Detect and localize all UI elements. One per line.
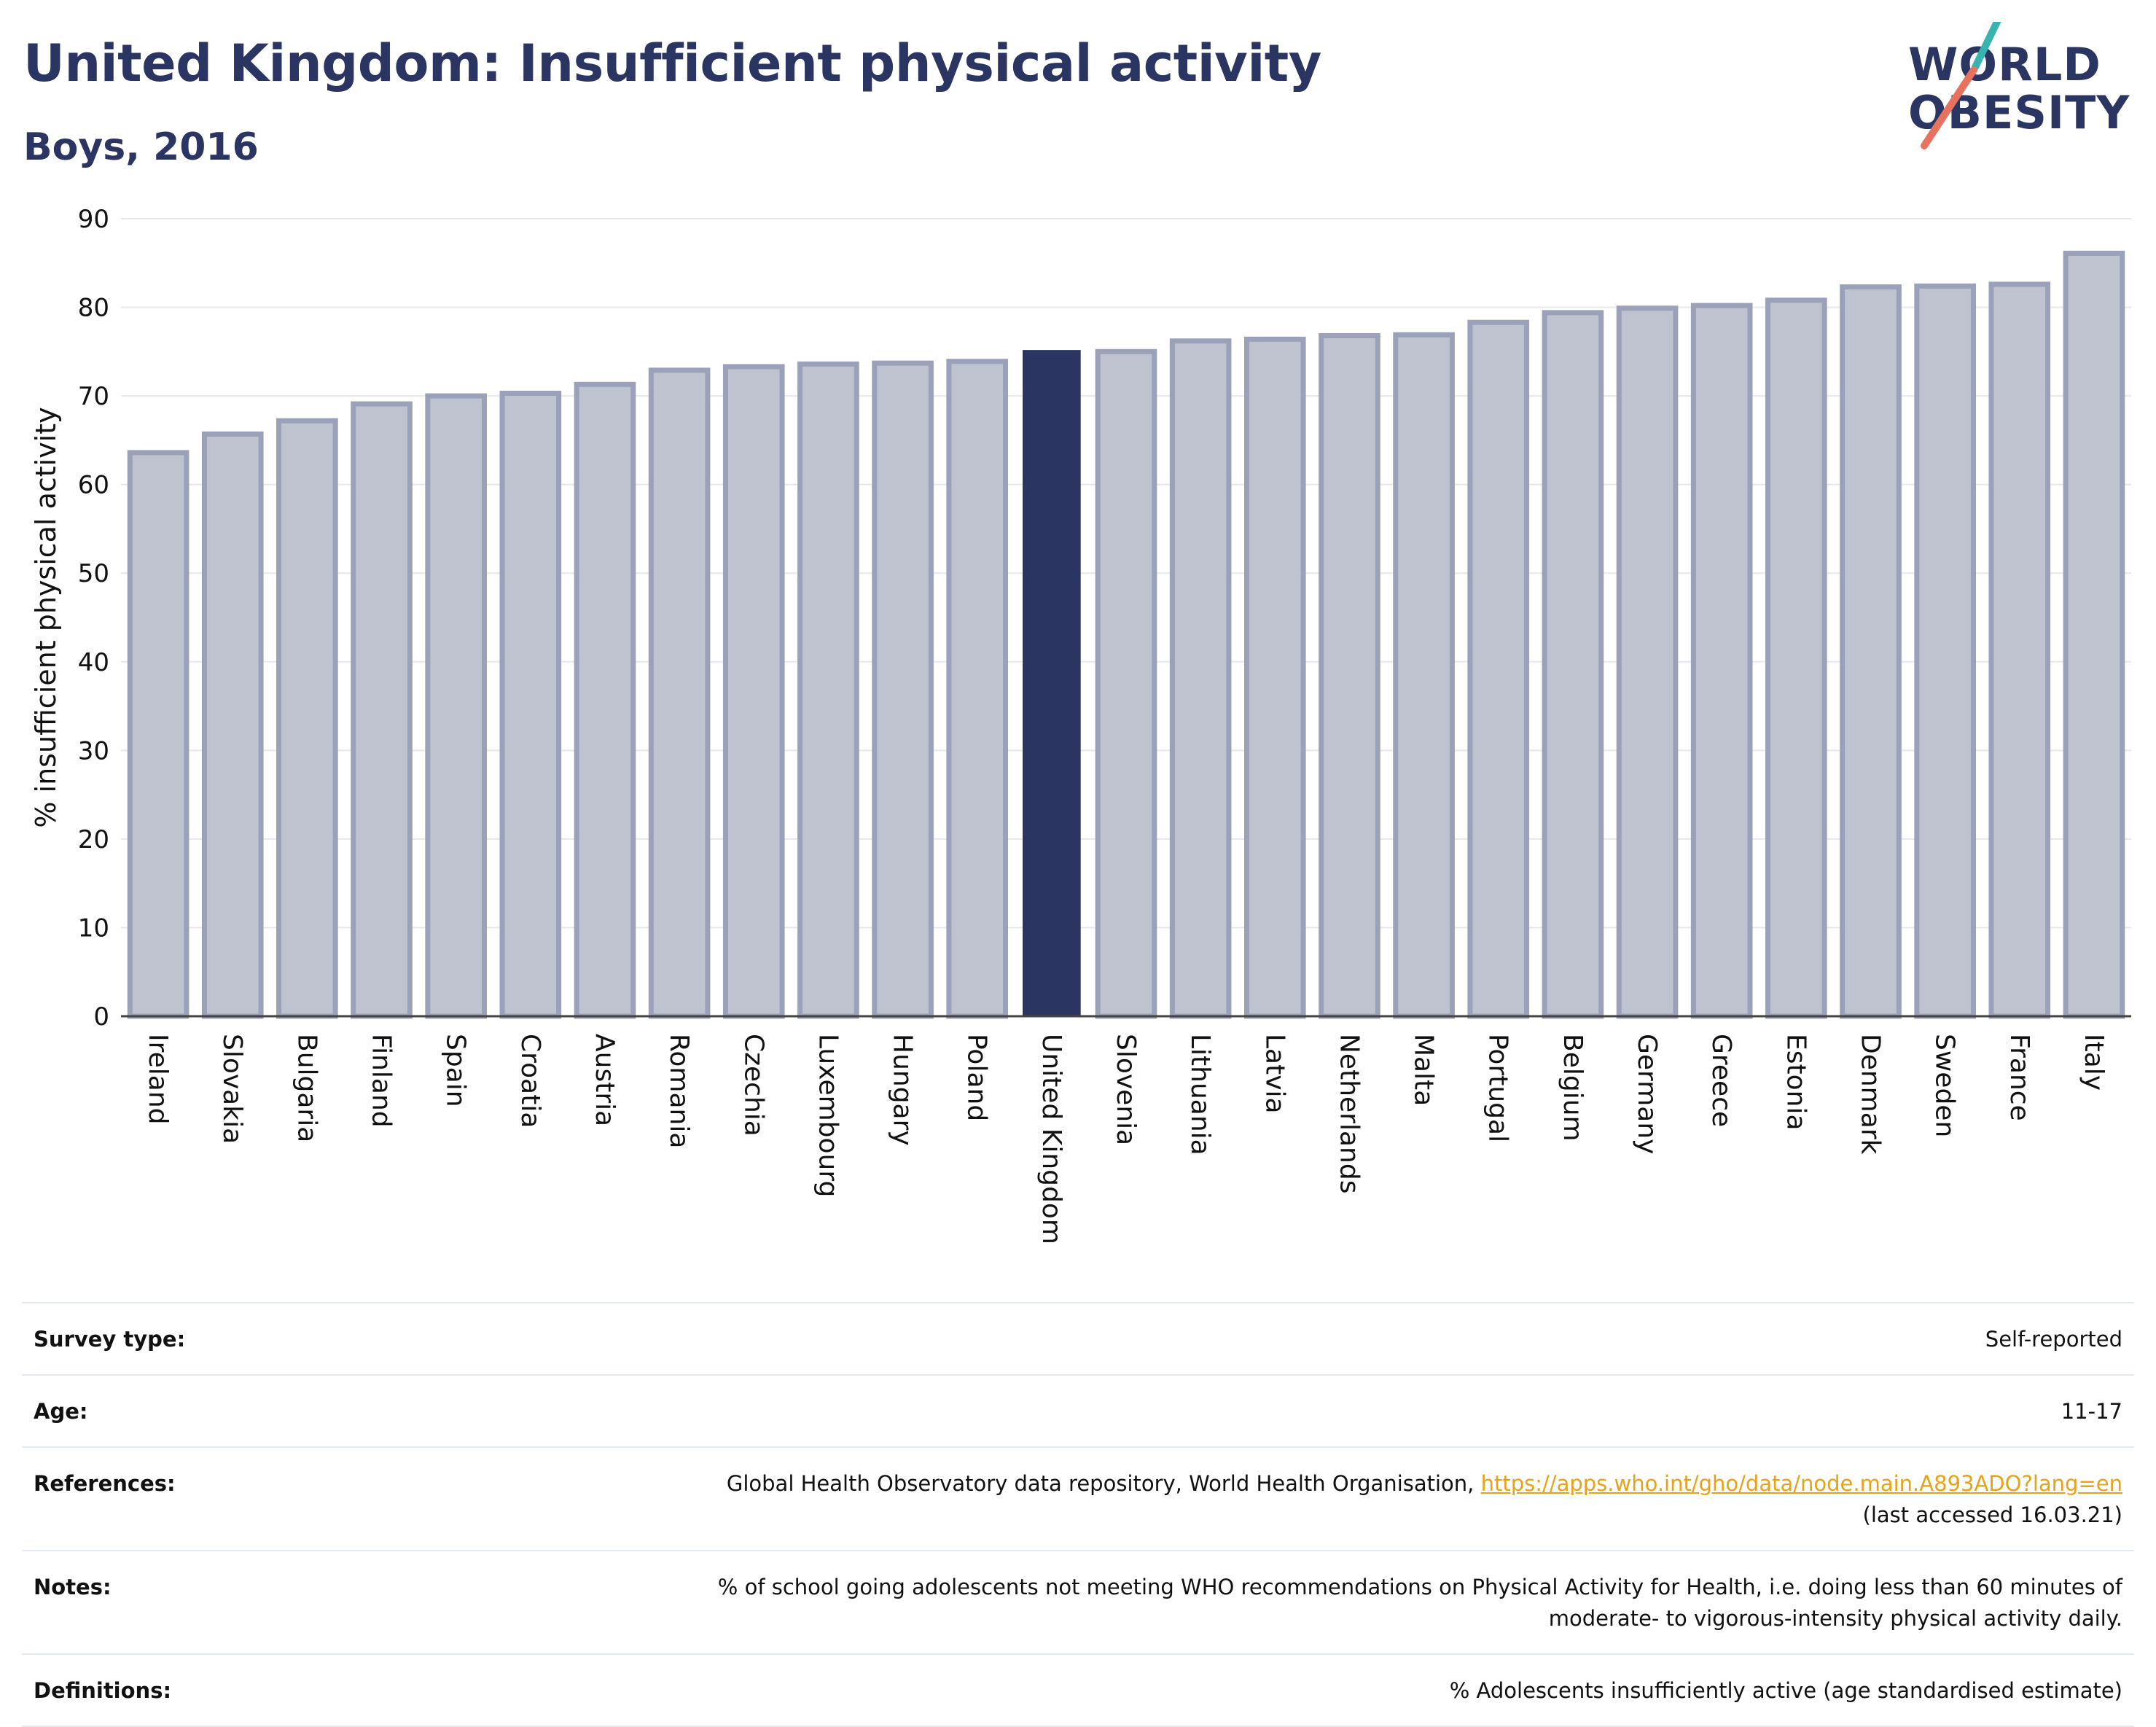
bar bbox=[1542, 310, 1604, 1019]
y-tick-label: 70 bbox=[78, 382, 109, 411]
survey-type-value: Self-reported bbox=[351, 1302, 2134, 1376]
bar-highlighted bbox=[1023, 350, 1081, 1017]
bar bbox=[1988, 281, 2051, 1019]
y-tick-label: 10 bbox=[78, 913, 109, 943]
meta-row-survey-type: Survey type: Self-reported bbox=[22, 1302, 2134, 1376]
references-label: References: bbox=[22, 1446, 351, 1551]
bar-chart: 0 10 20 30 40 50 60 70 80 90 % insufficient physic… bbox=[30, 205, 2131, 1244]
bar bbox=[1765, 297, 1827, 1019]
references-value: Global Health Observatory data repositor… bbox=[351, 1446, 2134, 1551]
bar bbox=[1169, 338, 1232, 1019]
bar bbox=[351, 401, 413, 1019]
x-tick-label: Austria bbox=[590, 1034, 620, 1126]
x-tick-label: France bbox=[2004, 1034, 2034, 1121]
survey-type-label: Survey type: bbox=[22, 1302, 351, 1376]
x-tick-label: Sweden bbox=[1930, 1034, 1960, 1137]
page-title: United Kingdom: Insufficient physical ac… bbox=[23, 34, 1321, 93]
world-obesity-logo: WORLD OBESITY bbox=[1895, 22, 2136, 153]
bar bbox=[797, 361, 859, 1019]
x-tick-label: Belgium bbox=[1558, 1034, 1587, 1142]
bar bbox=[1840, 284, 1902, 1019]
notes-value: % of school going adolescents not meetin… bbox=[351, 1550, 2134, 1655]
x-tick-label: Slovenia bbox=[1111, 1034, 1141, 1145]
x-tick-label: Malta bbox=[1409, 1034, 1439, 1106]
meta-row-age: Age: 11-17 bbox=[22, 1374, 2134, 1448]
x-tick-label: Netherlands bbox=[1334, 1034, 1364, 1193]
bar bbox=[425, 393, 487, 1019]
meta-row-definitions: Definitions: % Adolescents insufficientl… bbox=[22, 1653, 2134, 1727]
bar bbox=[946, 359, 1009, 1019]
bar bbox=[1393, 332, 1455, 1019]
y-tick-label: 0 bbox=[93, 1002, 109, 1032]
x-tick-label: Germany bbox=[1632, 1034, 1662, 1154]
bar bbox=[1319, 332, 1380, 1019]
x-tick-label: Latvia bbox=[1259, 1034, 1289, 1114]
bar bbox=[201, 431, 264, 1019]
bar bbox=[127, 450, 190, 1019]
x-tick-label: Czechia bbox=[738, 1034, 768, 1137]
x-tick-label: United Kingdom bbox=[1036, 1034, 1066, 1244]
y-tick-label: 30 bbox=[78, 736, 109, 765]
bar bbox=[499, 390, 562, 1019]
references-accessed: (last accessed 16.03.21) bbox=[1862, 1502, 2122, 1527]
definitions-label: Definitions: bbox=[22, 1653, 351, 1727]
bar bbox=[1243, 336, 1306, 1019]
bar bbox=[722, 364, 785, 1019]
age-label: Age: bbox=[22, 1374, 351, 1448]
x-tick-label: Greece bbox=[1706, 1034, 1736, 1127]
logo-line-1: WORLD bbox=[1908, 38, 2101, 91]
bar bbox=[872, 360, 934, 1019]
x-tick-label: Hungary bbox=[888, 1034, 918, 1146]
bar bbox=[1914, 283, 1976, 1019]
bar bbox=[574, 381, 636, 1019]
bar bbox=[1467, 319, 1530, 1019]
x-tick-label: Finland bbox=[367, 1034, 397, 1128]
references-text: Global Health Observatory data repositor… bbox=[726, 1471, 1481, 1496]
notes-line-2: moderate- to vigorous-intensity physical… bbox=[1548, 1606, 2122, 1631]
meta-row-references: References: Global Health Observatory da… bbox=[22, 1446, 2134, 1551]
x-tick-label: Slovakia bbox=[217, 1034, 247, 1144]
y-tick-label: 90 bbox=[78, 205, 109, 234]
x-tick-label: Portugal bbox=[1483, 1034, 1513, 1142]
bar bbox=[1095, 348, 1157, 1019]
bar bbox=[1690, 303, 1753, 1019]
x-tick-label: Poland bbox=[962, 1034, 992, 1121]
notes-line-1: % of school going adolescents not meetin… bbox=[717, 1575, 2122, 1599]
definitions-value: % Adolescents insufficiently active (age… bbox=[351, 1653, 2134, 1727]
bar bbox=[276, 418, 338, 1019]
age-value: 11-17 bbox=[351, 1374, 2134, 1448]
x-tick-label: Ireland bbox=[143, 1034, 173, 1125]
y-tick-label: 80 bbox=[78, 294, 109, 323]
x-tick-label: Lithuania bbox=[1185, 1034, 1215, 1155]
y-tick-label: 50 bbox=[78, 559, 109, 588]
meta-row-notes: Notes: % of school going adolescents not… bbox=[22, 1550, 2134, 1655]
bar bbox=[1616, 305, 1679, 1019]
y-tick-label: 40 bbox=[78, 648, 109, 677]
x-tick-label: Bulgaria bbox=[292, 1034, 321, 1142]
metadata-table: Survey type: Self-reported Age: 11-17 Re… bbox=[22, 1302, 2134, 1727]
references-link[interactable]: https://apps.who.int/gho/data/node.main.… bbox=[1480, 1471, 2122, 1496]
y-tick-label: 60 bbox=[78, 471, 109, 500]
bar bbox=[2063, 250, 2125, 1019]
logo-slash-icon bbox=[1921, 22, 2001, 149]
y-axis-label: % insufficient physical activity bbox=[30, 407, 62, 827]
x-tick-label: Croatia bbox=[515, 1034, 545, 1128]
y-tick-label: 20 bbox=[78, 825, 109, 854]
x-tick-label: Romania bbox=[664, 1034, 694, 1148]
notes-label: Notes: bbox=[22, 1550, 351, 1655]
page-subtitle: Boys, 2016 bbox=[23, 125, 259, 169]
x-tick-label: Luxembourg bbox=[813, 1034, 843, 1197]
x-tick-label: Denmark bbox=[1855, 1034, 1885, 1155]
x-tick-label: Italy bbox=[2079, 1034, 2109, 1091]
x-tick-label: Estonia bbox=[1781, 1034, 1811, 1131]
bar bbox=[648, 367, 711, 1019]
x-tick-label: Spain bbox=[441, 1034, 471, 1107]
